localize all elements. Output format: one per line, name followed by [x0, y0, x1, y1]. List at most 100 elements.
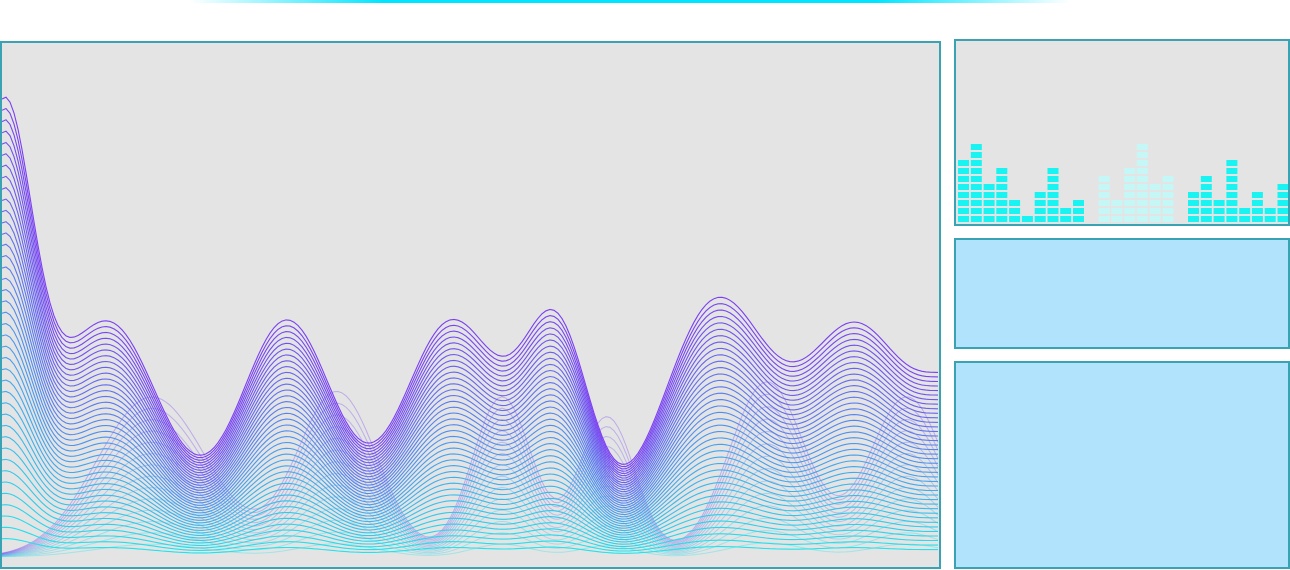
equalizer-segment: [1200, 176, 1212, 182]
equalizer-segment: [1034, 216, 1046, 222]
wave-line: [2, 232, 939, 493]
equalizer-segment: [1200, 216, 1212, 222]
wave-line: [2, 390, 938, 525]
equalizer-segment: [970, 200, 982, 206]
equalizer-bar: [1009, 200, 1021, 222]
equalizer-segment: [1162, 208, 1174, 214]
equalizer-segment: [1124, 216, 1136, 222]
wave-line: [2, 458, 938, 538]
equalizer-visualization: [958, 144, 1288, 222]
equalizer-bar: [1213, 200, 1225, 222]
equalizer-segment: [1149, 200, 1161, 206]
wave-line: [2, 345, 939, 516]
wave-line: [2, 187, 939, 484]
equalizer-segment: [1136, 208, 1148, 214]
equalizer-segment: [1188, 200, 1199, 206]
wave-line: [2, 277, 939, 502]
wave-line: [2, 198, 939, 486]
equalizer-segment: [1188, 208, 1199, 214]
wave-line: [2, 266, 939, 500]
equalizer-segment: [1226, 168, 1238, 174]
equalizer-bar: [1034, 192, 1046, 222]
wave-line: [2, 379, 938, 522]
wave-line: [2, 164, 939, 479]
equalizer-segment: [1136, 152, 1148, 158]
equalizer-bar: [983, 184, 995, 222]
equalizer-segment: [1136, 176, 1148, 182]
equalizer-segment: [1136, 160, 1148, 166]
equalizer-segment: [1213, 200, 1225, 206]
wave-line: [2, 243, 939, 495]
equalizer-bar: [1111, 200, 1123, 222]
equalizer-segment: [1111, 200, 1123, 206]
equalizer-segment: [1009, 216, 1021, 222]
equalizer-segment: [996, 176, 1008, 182]
equalizer-segment: [1226, 200, 1238, 206]
equalizer-bar: [958, 160, 969, 222]
wave-line: [2, 141, 939, 474]
equalizer-segment: [1200, 200, 1212, 206]
equalizer-segment: [1213, 208, 1225, 214]
equalizer-segment: [1034, 208, 1046, 214]
equalizer-segment: [1047, 208, 1059, 214]
equalizer-bar: [1188, 192, 1199, 222]
equalizer-segment: [958, 176, 969, 182]
equalizer-segment: [1060, 216, 1072, 222]
equalizer-bar: [1239, 208, 1251, 222]
wave-line: [2, 334, 938, 513]
ghost-wave-line: [2, 530, 939, 557]
wave-line: [2, 209, 939, 488]
equalizer-segment: [1149, 184, 1161, 190]
ghost-wave-line: [2, 542, 939, 558]
equalizer-segment: [1226, 192, 1238, 198]
equalizer-segment: [1188, 192, 1199, 198]
equalizer-segment: [983, 200, 995, 206]
equalizer-bar: [970, 144, 982, 222]
wave-line: [2, 119, 939, 470]
equalizer-segment: [970, 144, 982, 150]
wave-line: [2, 470, 939, 541]
wave-line: [2, 447, 939, 536]
equalizer-segment: [970, 184, 982, 190]
equalizer-segment: [1111, 208, 1123, 214]
equalizer-segment: [1162, 184, 1174, 190]
equalizer-bar: [1124, 168, 1136, 222]
equalizer-segment: [1098, 216, 1110, 222]
equalizer-segment: [1136, 216, 1148, 222]
equalizer-segment: [1277, 208, 1288, 214]
equalizer-segment: [1009, 208, 1021, 214]
equalizer-segment: [1009, 200, 1021, 206]
wave-line: [2, 221, 939, 490]
equalizer-segment: [1136, 168, 1148, 174]
equalizer-segment: [1073, 200, 1084, 206]
wave-line: [2, 481, 938, 543]
equalizer-segment: [1264, 216, 1276, 222]
equalizer-segment: [958, 160, 969, 166]
equalizer-bar: [1098, 176, 1110, 222]
wave-line: [2, 538, 938, 554]
wave-line: [2, 289, 938, 504]
equalizer-bar: [1060, 208, 1072, 222]
equalizer-segment: [958, 192, 969, 198]
equalizer-segment: [1124, 200, 1136, 206]
wave-line: [2, 130, 939, 472]
equalizer-segment: [970, 192, 982, 198]
equalizer-bar: [1136, 144, 1148, 222]
equalizer-segment: [983, 216, 995, 222]
equalizer-segment: [958, 200, 969, 206]
equalizer-segment: [1021, 216, 1033, 222]
equalizer-segment: [996, 200, 1008, 206]
equalizer-segment: [1213, 216, 1225, 222]
equalizer-segment: [1124, 208, 1136, 214]
info-panel-top: [954, 238, 1290, 349]
equalizer-segment: [958, 208, 969, 214]
equalizer-segment: [983, 184, 995, 190]
equalizer-segment: [1162, 176, 1174, 182]
equalizer-segment: [970, 152, 982, 158]
equalizer-segment: [1251, 208, 1263, 214]
equalizer-segment: [996, 216, 1008, 222]
equalizer-bar: [1200, 176, 1212, 222]
equalizer-segment: [996, 168, 1008, 174]
wave-line: [2, 436, 938, 534]
equalizer-segment: [1149, 216, 1161, 222]
